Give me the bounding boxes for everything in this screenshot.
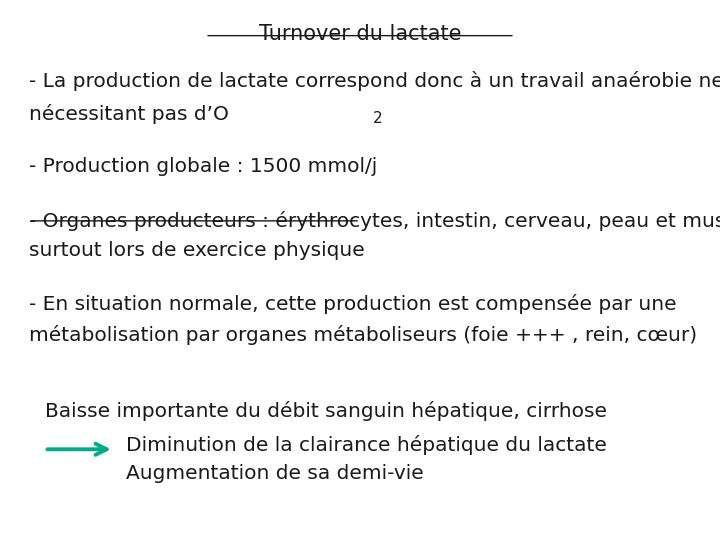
Text: Turnover du lactate: Turnover du lactate [258,24,462,44]
Text: Baisse importante du débit sanguin hépatique, cirrhose: Baisse importante du débit sanguin hépat… [45,401,607,421]
Text: - En situation normale, cette production est compensée par une: - En situation normale, cette production… [29,294,676,314]
Text: - Production globale : 1500 mmol/j: - Production globale : 1500 mmol/j [29,157,377,176]
Text: Diminution de la clairance hépatique du lactate: Diminution de la clairance hépatique du … [126,435,607,455]
Text: surtout lors de exercice physique: surtout lors de exercice physique [29,241,364,260]
Text: - Organes producteurs : érythrocytes, intestin, cerveau, peau et muscle: - Organes producteurs : érythrocytes, in… [29,211,720,231]
Text: - La production de lactate correspond donc à un travail anaérobie ne: - La production de lactate correspond do… [29,71,720,91]
Text: 2: 2 [373,111,383,126]
Text: Augmentation de sa demi-vie: Augmentation de sa demi-vie [126,464,424,483]
Text: nécessitant pas d’O: nécessitant pas d’O [29,104,229,124]
Text: métabolisation par organes métaboliseurs (foie +++ , rein, cœur): métabolisation par organes métaboliseurs… [29,325,697,345]
